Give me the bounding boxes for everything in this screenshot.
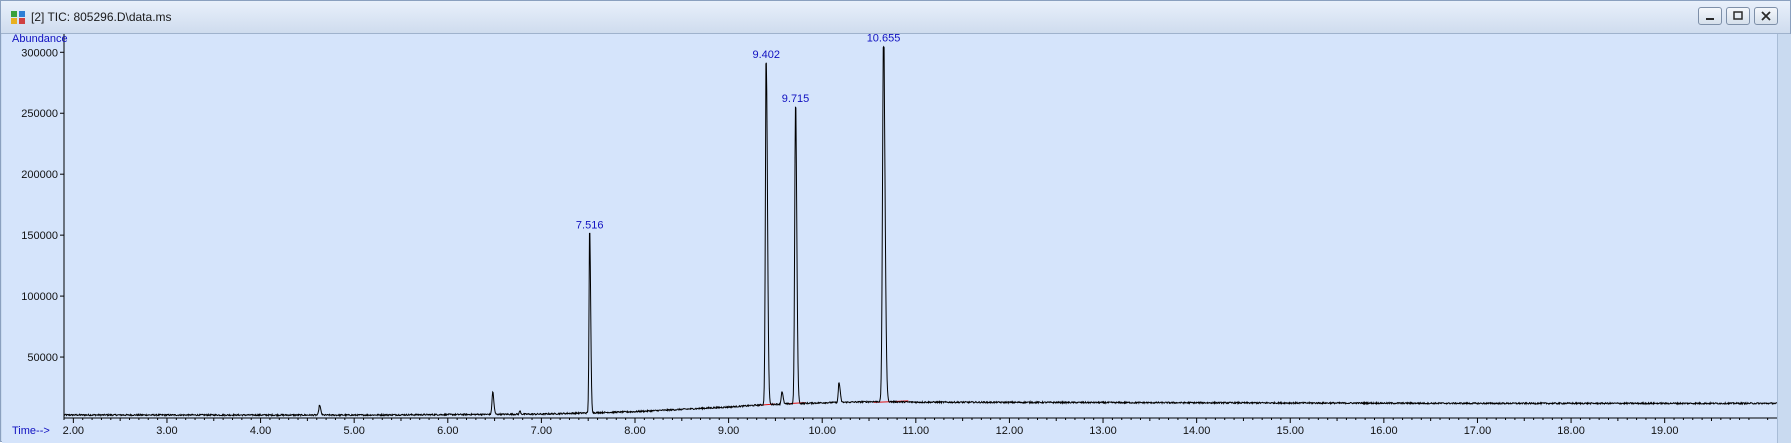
minimize-icon: [1706, 18, 1714, 20]
x-tick-label: 3.00: [156, 425, 177, 437]
x-tick-label: 4.00: [250, 425, 271, 437]
y-tick-label: 300000: [21, 47, 58, 59]
x-tick-label: 11.00: [902, 425, 929, 437]
x-tick-label: 12.00: [996, 425, 1024, 437]
y-tick-label: 150000: [21, 230, 58, 242]
peak-labels: 7.516 9.402 9.715 10.655: [576, 34, 900, 231]
peak-label: 9.402: [752, 49, 780, 61]
x-tick-label: 19.00: [1651, 425, 1679, 437]
x-axis-ticks: 2.00 3.00 4.00 5.00 6.00 7.00 8.00 9.00 10.00 11.…: [63, 418, 1769, 437]
peak-label: 7.516: [576, 219, 604, 231]
x-tick-label: 18.00: [1557, 425, 1585, 437]
x-tick-label: 5.00: [343, 425, 364, 437]
title-bar[interactable]: [2] TIC: 805296.D\data.ms: [1, 1, 1790, 34]
side-strip: [1777, 34, 1791, 443]
x-tick-label: 15.00: [1276, 425, 1304, 437]
x-tick-label: 16.00: [1370, 425, 1398, 437]
plot-area: Abundance Time--> 50000 100000 150000 20000…: [2, 34, 1777, 443]
peak-label: 9.715: [782, 93, 810, 105]
restore-button[interactable]: [1726, 7, 1750, 25]
x-tick-label: 10.00: [808, 425, 836, 437]
peak-label: 10.655: [867, 34, 901, 45]
chromatogram-app-icon: [11, 11, 25, 24]
x-tick-label: 2.00: [63, 425, 84, 437]
x-tick-label: 13.00: [1089, 425, 1117, 437]
x-tick-label: 17.00: [1464, 425, 1492, 437]
x-tick-label: 14.00: [1183, 425, 1211, 437]
y-tick-label: 250000: [21, 108, 58, 120]
x-tick-label: 7.00: [531, 425, 552, 437]
y-axis-ticks: 50000 100000 150000 200000 250000 300000: [21, 47, 64, 364]
y-tick-label: 50000: [27, 352, 58, 364]
tic-trace: [63, 45, 1777, 418]
x-axis-title: Time-->: [12, 425, 50, 437]
chromatogram-chart: Abundance Time--> 50000 100000 150000 20000…: [12, 34, 1777, 437]
minimize-button[interactable]: [1698, 7, 1722, 25]
window-title: [2] TIC: 805296.D\data.ms: [31, 10, 172, 24]
y-tick-label: 200000: [21, 169, 58, 181]
x-tick-label: 8.00: [624, 425, 645, 437]
close-icon: [1761, 11, 1771, 21]
close-button[interactable]: [1754, 7, 1778, 25]
x-tick-label: 6.00: [437, 425, 458, 437]
restore-icon: [1733, 11, 1743, 20]
y-tick-label: 100000: [21, 291, 58, 303]
y-axis-title: Abundance: [12, 34, 68, 45]
x-tick-label: 9.00: [718, 425, 739, 437]
